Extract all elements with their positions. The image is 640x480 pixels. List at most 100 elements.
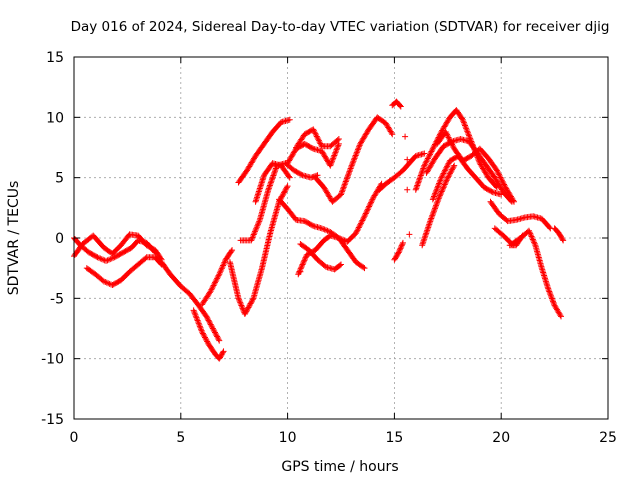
data-point xyxy=(366,202,373,209)
data-point xyxy=(363,209,370,216)
data-point xyxy=(104,257,111,264)
data-point xyxy=(191,310,198,317)
data-point xyxy=(256,218,263,225)
data-point xyxy=(438,189,445,196)
data-point xyxy=(531,239,538,246)
data-point xyxy=(360,214,367,221)
data-point xyxy=(212,278,219,285)
data-point xyxy=(331,152,338,159)
data-point xyxy=(548,294,555,301)
data-point xyxy=(281,189,288,196)
data-point xyxy=(396,102,403,109)
data-point xyxy=(430,194,437,201)
data-point xyxy=(420,237,427,244)
data-point xyxy=(424,227,431,234)
data-point xyxy=(282,187,289,194)
series-track-28 xyxy=(551,225,566,243)
series-track-22 xyxy=(434,128,517,204)
data-point xyxy=(244,307,251,314)
data-point xyxy=(336,262,343,269)
data-point xyxy=(255,221,262,228)
data-point xyxy=(206,318,213,325)
data-point xyxy=(302,254,309,261)
data-point xyxy=(439,185,446,192)
data-point xyxy=(338,190,345,197)
y-tick-label: 10 xyxy=(46,110,64,126)
data-point xyxy=(105,280,112,287)
series-track-4 xyxy=(158,259,222,343)
data-point xyxy=(271,168,278,175)
data-point xyxy=(354,146,361,153)
data-point xyxy=(327,161,334,168)
data-point xyxy=(419,242,426,249)
data-point xyxy=(215,272,222,279)
data-point xyxy=(421,236,428,243)
data-point xyxy=(312,130,319,137)
data-point xyxy=(299,261,306,268)
data-point xyxy=(317,140,324,147)
data-point xyxy=(530,237,537,244)
data-point xyxy=(444,133,451,140)
data-point xyxy=(422,231,429,238)
data-point xyxy=(365,204,372,211)
data-point xyxy=(196,321,203,328)
data-point xyxy=(420,165,427,172)
series-track-7 xyxy=(226,184,290,318)
data-point xyxy=(436,180,443,187)
data-point xyxy=(190,307,197,314)
y-tick-label: -15 xyxy=(41,412,64,428)
data-point xyxy=(414,181,421,188)
data-point xyxy=(446,171,453,178)
data-point xyxy=(388,129,395,136)
data-point xyxy=(193,314,200,321)
data-point xyxy=(103,279,110,286)
data-point xyxy=(450,163,457,170)
data-point xyxy=(309,222,316,229)
x-tick-label: 0 xyxy=(70,430,79,446)
data-point xyxy=(451,162,458,169)
data-point xyxy=(313,132,320,139)
data-point xyxy=(253,225,260,232)
data-point xyxy=(194,317,201,324)
data-point xyxy=(367,200,374,207)
data-point xyxy=(340,185,347,192)
data-point xyxy=(438,174,445,181)
data-point xyxy=(444,131,451,138)
data-point xyxy=(353,228,360,235)
data-point xyxy=(420,164,427,171)
data-point xyxy=(429,196,436,203)
data-point xyxy=(209,285,216,292)
data-point xyxy=(429,147,436,154)
data-point xyxy=(465,131,472,138)
data-point xyxy=(335,136,342,143)
data-point xyxy=(526,229,533,236)
series-track-26 xyxy=(491,225,564,319)
data-point xyxy=(364,207,371,214)
data-point xyxy=(423,158,430,165)
data-point xyxy=(103,257,110,264)
data-point xyxy=(219,263,226,270)
data-point xyxy=(368,197,375,204)
data-point xyxy=(194,316,201,323)
data-point xyxy=(352,153,359,160)
data-point xyxy=(344,174,351,181)
data-point xyxy=(498,191,505,198)
data-point xyxy=(331,151,338,158)
data-point xyxy=(249,296,256,303)
data-point xyxy=(415,178,422,185)
data-point xyxy=(242,309,249,316)
data-point xyxy=(272,165,279,172)
data-point xyxy=(421,162,428,169)
data-point xyxy=(461,121,468,128)
data-point xyxy=(427,149,434,156)
data-point xyxy=(464,128,471,135)
data-point xyxy=(320,225,327,232)
data-point xyxy=(412,186,419,193)
data-point xyxy=(203,313,210,320)
data-point xyxy=(343,177,350,184)
data-point xyxy=(442,180,449,187)
data-point xyxy=(547,291,554,298)
data-point xyxy=(360,216,367,223)
data-point xyxy=(495,170,502,177)
data-point xyxy=(334,137,341,144)
